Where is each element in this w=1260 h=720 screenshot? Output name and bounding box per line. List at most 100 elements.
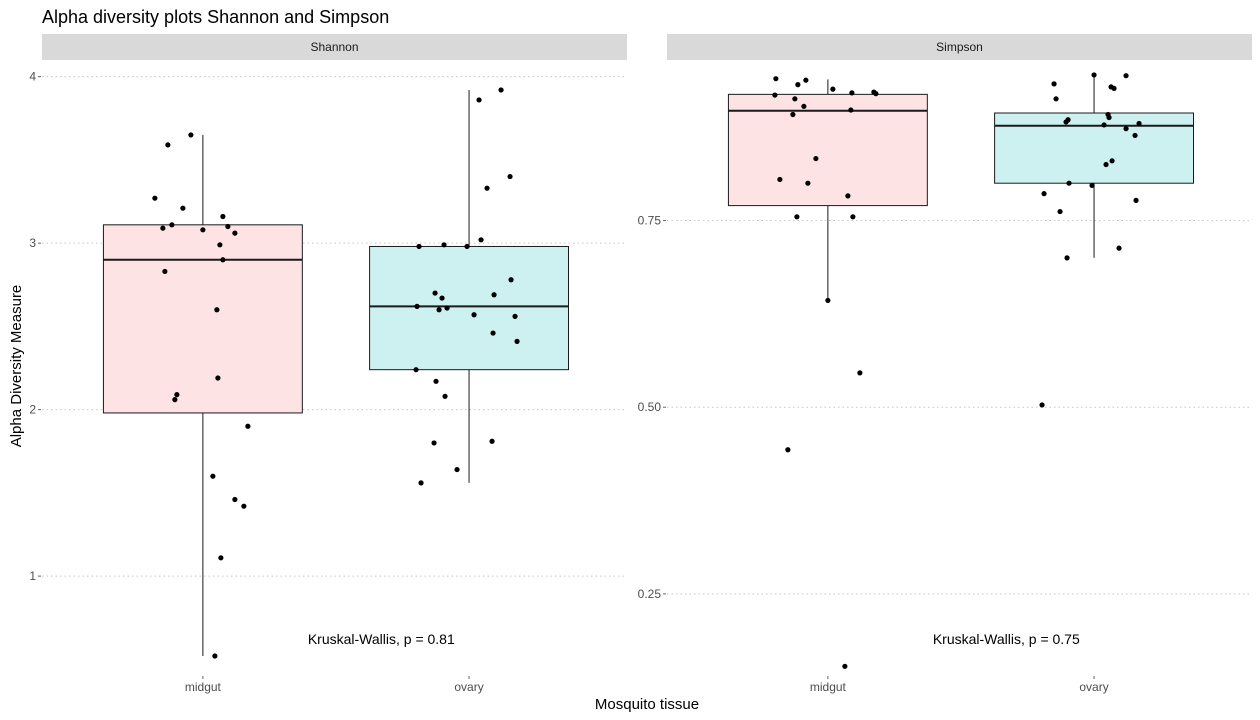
y-tick-label: 0.25 [638,587,662,601]
data-point [476,97,482,103]
data-point [431,440,437,446]
facet-panels: Shannon 1 2 3 4 midgut ovary Kruskal-Wallis, p … [29,34,1252,694]
data-point [1109,158,1115,164]
facet-strip-label: Simpson [936,40,983,54]
data-point [805,180,811,186]
y-tick-label: 2 [29,403,36,417]
data-point [507,173,513,180]
chart-title: Alpha diversity plots Shannon and Simpso… [42,7,389,27]
data-point [777,176,783,183]
data-point [801,103,807,109]
data-point [414,303,420,309]
data-point [436,307,442,313]
data-point [1132,132,1138,139]
data-point [439,295,445,301]
facet-strip [667,34,1252,60]
data-point [172,397,178,403]
data-point [489,438,495,444]
kruskal-wallis-annotation: Kruskal-Wallis, p = 0.81 [308,631,455,647]
y-axis-title: Alpha Diversity Measure [8,285,25,448]
data-point [1123,73,1129,79]
data-point [1091,72,1097,78]
data-point [1063,119,1069,125]
data-point [1066,180,1072,186]
data-point [441,242,447,248]
data-point [512,313,518,319]
box-ovary [369,245,569,371]
data-point [508,277,514,283]
box-midgut [727,93,928,207]
data-point [849,90,855,96]
data-point [162,268,168,275]
data-point [442,393,448,399]
data-point [813,155,819,162]
x-tick-label: midgut [185,680,222,694]
data-point [225,223,231,230]
data-point [857,370,863,376]
data-point [165,142,171,148]
data-point [180,205,186,211]
x-tick-label: ovary [1079,680,1108,694]
data-point [220,213,226,220]
data-point [215,375,221,381]
data-point [169,222,175,228]
data-point [416,243,422,250]
data-point [1051,81,1057,87]
data-point [471,312,477,318]
x-axis-title: Mosquito tissue [595,696,699,713]
data-point [803,77,809,83]
data-point [1089,182,1095,189]
data-point [1116,245,1122,251]
data-point [790,111,796,118]
data-point [1103,161,1109,168]
y-tick-label: 4 [29,70,36,84]
data-point [212,653,218,659]
kruskal-wallis-annotation: Kruskal-Wallis, p = 0.75 [933,631,1080,647]
data-point [210,473,216,479]
data-point [218,555,224,561]
data-point [245,423,251,429]
data-point [1041,191,1047,197]
data-point [174,392,180,398]
x-tick-label: ovary [454,680,483,694]
data-point [454,466,460,473]
data-point [152,195,158,201]
data-point [795,82,801,88]
box-midgut [102,224,303,414]
box-ovary [994,112,1194,184]
data-point [1053,96,1059,102]
data-point [1057,208,1063,215]
data-point [241,503,247,509]
data-point [1133,197,1139,203]
data-point [785,447,791,453]
data-point [432,290,438,296]
data-point [464,243,470,250]
data-point [418,480,424,486]
data-point [232,230,238,236]
panel-shannon: Shannon 1 2 3 4 midgut ovary Kruskal-Wallis, p … [29,34,627,694]
data-point [772,92,778,98]
data-point [1064,255,1070,261]
y-tick-label: 3 [29,236,36,250]
data-point [1106,114,1112,121]
y-tick-label: 0.75 [638,214,662,228]
panel-simpson: Simpson 0.25 0.50 0.75 midgut ovary Kruskal-Wa… [638,34,1252,694]
data-point [1123,126,1129,132]
data-point [850,214,856,220]
data-point [845,193,851,199]
data-point [484,185,490,191]
data-point [160,225,166,231]
y-tick-label: 1 [29,569,36,583]
data-point [413,367,419,373]
data-point [1136,120,1142,127]
data-point [514,338,520,344]
data-point [848,107,854,113]
facet-strip-label: Shannon [310,40,358,54]
data-point [825,297,831,304]
data-point [433,378,439,384]
facet-strip [42,34,627,60]
data-point [232,496,238,503]
data-point [1101,122,1107,128]
data-point [214,307,220,313]
data-point [792,96,798,102]
